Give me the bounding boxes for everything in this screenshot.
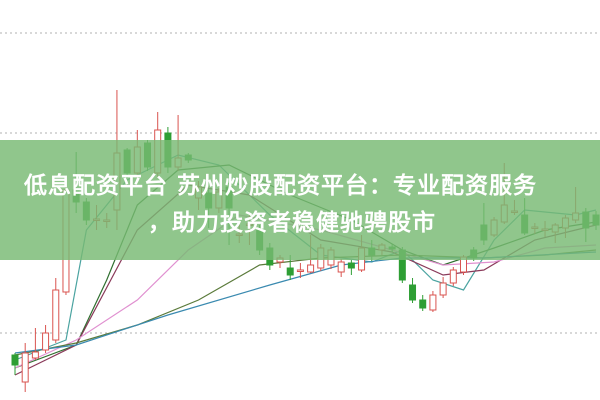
candle-up: [429, 294, 437, 311]
candle-up: [449, 269, 457, 284]
moving-average-line: [14, 251, 597, 354]
candle-up: [31, 351, 39, 359]
candle-up: [42, 332, 50, 351]
candle-up: [296, 269, 304, 272]
candle-down: [11, 354, 19, 366]
title-line-2: ，助力投资者稳健驰骋股市: [148, 210, 436, 236]
candle-up: [439, 282, 447, 296]
candle-down: [419, 299, 427, 309]
candle-up: [21, 352, 29, 383]
candle-down: [409, 284, 417, 301]
candle-up: [337, 261, 345, 273]
title-banner: [0, 140, 600, 260]
candle-up: [52, 289, 60, 341]
moving-average-line: [14, 249, 597, 356]
candle-up: [307, 264, 315, 273]
title-line-1: 低息配资平台 苏州炒股配资平台：专业配资服务: [24, 173, 538, 199]
candle-down: [347, 262, 355, 269]
candle-down: [286, 267, 294, 276]
